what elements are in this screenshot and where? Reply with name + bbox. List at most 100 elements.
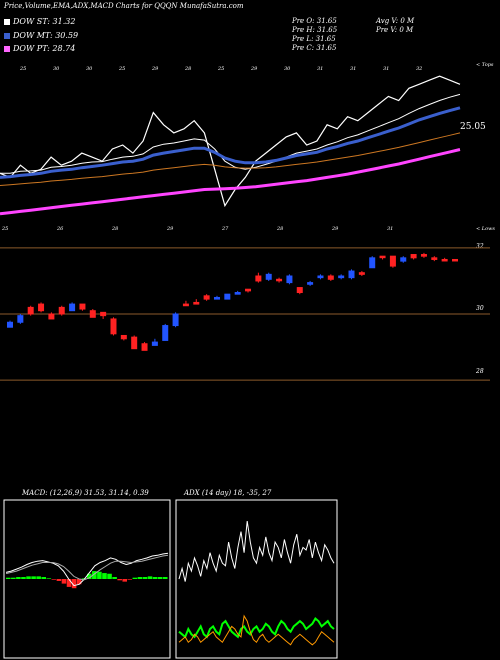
macd-hist-bar bbox=[21, 577, 26, 579]
macd-hist-bar bbox=[107, 573, 112, 579]
candle-body bbox=[431, 257, 438, 260]
macd-hist-bar bbox=[97, 571, 102, 579]
macd-hist-bar bbox=[26, 576, 31, 579]
price-tick-28: 28 bbox=[476, 368, 484, 375]
macd-hist-bar bbox=[6, 577, 11, 579]
bottom-date-label: 26 bbox=[56, 226, 64, 232]
top-date-label: 28 bbox=[184, 66, 191, 72]
candle-body bbox=[348, 270, 355, 279]
price-tick-30: 30 bbox=[476, 305, 484, 312]
stat-avg-volume: Avg V: 0 M bbox=[376, 17, 415, 25]
macd-hist-bar bbox=[11, 577, 16, 579]
top-date-label: 25 bbox=[118, 66, 125, 72]
macd-hist-bar bbox=[142, 577, 148, 579]
candle-body bbox=[7, 321, 13, 328]
candle-body bbox=[410, 254, 417, 259]
legend-swatch bbox=[4, 32, 10, 39]
macd-hist-bar bbox=[87, 573, 92, 579]
legend-label: DOW ST: 31.32 bbox=[13, 17, 76, 26]
legend-swatch bbox=[4, 18, 10, 25]
macd-line-signal bbox=[5, 554, 169, 581]
adx-header: ADX (14 day) 18, -35, 27 bbox=[184, 489, 272, 497]
candle-body bbox=[441, 258, 448, 262]
macd-hist-bar bbox=[152, 577, 158, 579]
candle-body bbox=[286, 275, 293, 284]
candle-body bbox=[358, 272, 365, 275]
macd-hist-bar bbox=[117, 579, 122, 581]
top-date-label: 30 bbox=[53, 66, 60, 72]
legend-label: DOW PT: 28.74 bbox=[13, 44, 76, 53]
stat-pre-volume: Pre V: 0 M bbox=[376, 26, 414, 34]
candle-body bbox=[69, 303, 76, 312]
bottom-date-label: 29 bbox=[331, 226, 339, 232]
adx-panel bbox=[175, 499, 338, 659]
adx-frame bbox=[175, 499, 338, 659]
top-date-label: 29 bbox=[151, 66, 159, 72]
chart-title: Price,Volume,EMA,ADX,MACD Charts for QQQ… bbox=[4, 2, 178, 10]
ema-panel bbox=[0, 75, 461, 216]
date-labels: 25 30 30 25 29 28 25 29 30 31 31 31 32 25 26 28 29 27 28 29… bbox=[1, 66, 422, 232]
top-date-label: 30 bbox=[86, 66, 93, 72]
macd-hist-bar bbox=[102, 573, 107, 579]
candle-body bbox=[27, 306, 34, 315]
candle-body bbox=[420, 254, 427, 257]
candle-body bbox=[182, 303, 189, 307]
macd-hist-bar bbox=[92, 571, 97, 579]
candle-body bbox=[172, 313, 179, 327]
macd-hist-bar bbox=[122, 579, 127, 582]
price-panel bbox=[0, 247, 490, 381]
top-date-label: 32 bbox=[416, 66, 422, 72]
macd-hist-bar bbox=[56, 579, 62, 581]
adx-line-+di bbox=[178, 616, 335, 639]
bottom-date-label: 27 bbox=[221, 226, 229, 232]
macd-panel bbox=[3, 499, 171, 659]
candle-body bbox=[276, 278, 283, 282]
macd-hist-bar bbox=[66, 579, 72, 587]
macd-hist-bar bbox=[36, 576, 41, 579]
top-date-label: 31 bbox=[317, 66, 323, 72]
macd-hist-bar bbox=[76, 579, 82, 585]
series-line-ema_mid bbox=[0, 106, 461, 179]
macd-hist-bar bbox=[147, 576, 153, 579]
candle-body bbox=[307, 282, 314, 285]
stat-pre-low: Pre L: 31.65 bbox=[292, 35, 336, 43]
top-date-label: 31 bbox=[383, 66, 389, 72]
chart-header: Price,Volume,EMA,ADX,MACD Charts for QQQ… bbox=[4, 2, 244, 10]
candle-body bbox=[203, 295, 210, 300]
macd-hist-bar bbox=[132, 577, 138, 579]
legend-item-dow-pt: DOW PT: 28.74 bbox=[4, 44, 75, 53]
candle-body bbox=[327, 275, 334, 280]
macd-hist-bar bbox=[51, 579, 57, 580]
candle-body bbox=[400, 257, 407, 262]
candle-body bbox=[213, 296, 220, 300]
macd-hist-bar bbox=[31, 576, 36, 579]
candle-body bbox=[234, 292, 241, 295]
tops-label: < Tops bbox=[476, 62, 494, 68]
legend-label: DOW MT: 30.59 bbox=[13, 31, 79, 40]
price-tick-32: 32 bbox=[476, 243, 484, 250]
candle-body bbox=[38, 303, 45, 312]
candle-body bbox=[120, 334, 127, 340]
bottom-date-label: 28 bbox=[276, 226, 283, 232]
bottom-date-label: 31 bbox=[387, 226, 393, 232]
top-date-label: 31 bbox=[350, 66, 356, 72]
candle-body bbox=[17, 315, 24, 323]
top-date-label: 25 bbox=[19, 66, 26, 72]
candle-body bbox=[141, 343, 148, 351]
macd-hist-bar bbox=[16, 577, 21, 579]
bottom-date-label: 25 bbox=[1, 226, 8, 232]
stat-pre-open: Pre O: 31.65 bbox=[292, 17, 337, 25]
macd-header: MACD: (12,26,9) 31.53, 31.14, 0.39 bbox=[22, 489, 149, 497]
top-date-label: 25 bbox=[217, 66, 224, 72]
candle-body bbox=[110, 318, 117, 335]
stat-pre-high: Pre H: 31.65 bbox=[292, 26, 338, 34]
macd-hist-bar bbox=[46, 578, 52, 579]
candle-body bbox=[389, 255, 396, 267]
candle-body bbox=[245, 288, 252, 292]
candle-body bbox=[151, 341, 158, 346]
macd-hist-bar bbox=[112, 577, 117, 579]
candle-body bbox=[452, 258, 458, 262]
top-date-label: 29 bbox=[250, 66, 258, 72]
candle-body bbox=[79, 303, 86, 310]
candle-body bbox=[265, 273, 272, 280]
